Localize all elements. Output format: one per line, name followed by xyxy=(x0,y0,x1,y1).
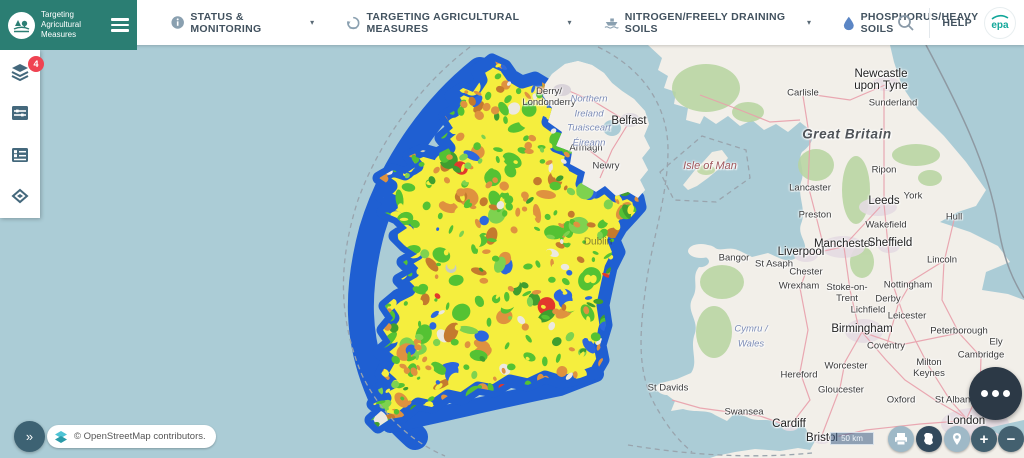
chevron-down-icon xyxy=(807,18,811,27)
double-chevron-right-icon: » xyxy=(25,429,34,444)
divider xyxy=(929,7,931,38)
sidebar-item-legend[interactable] xyxy=(8,143,32,167)
maritime-boundaries xyxy=(342,45,1024,457)
hamburger-menu-icon[interactable] xyxy=(111,18,129,32)
ireland-shape-icon xyxy=(924,433,933,445)
plus-icon: + xyxy=(979,430,989,448)
boat-icon xyxy=(604,18,619,29)
isle-of-man-hills xyxy=(697,165,715,175)
attribution-text: © OpenStreetMap contributors. xyxy=(74,431,206,442)
layers-icon xyxy=(11,64,29,82)
belfast-urban xyxy=(620,113,640,127)
nav-label: NITROGEN/FREELY DRAINING SOILS xyxy=(624,10,786,35)
header-right-group: HELP epa xyxy=(897,0,1024,45)
print-button[interactable] xyxy=(888,426,914,452)
more-options-button[interactable] xyxy=(969,367,1022,420)
map-scale-bar: 50 km xyxy=(830,432,874,445)
expand-attribution-button[interactable]: » xyxy=(14,421,45,452)
location-pin-icon xyxy=(953,433,961,445)
epa-logo-icon: epa xyxy=(991,14,1009,31)
map-canvas[interactable]: Derry/ Londonderry Belfast Armagh Newry Nort… xyxy=(0,45,1024,458)
nav-label: PHOSPHORUS/HEAVY SOILS xyxy=(860,10,979,35)
gb-forest-patches xyxy=(672,64,942,358)
lough-neagh xyxy=(603,120,621,136)
basemap-layers-icon xyxy=(55,430,67,443)
help-button[interactable]: HELP xyxy=(942,16,972,29)
gb-road-network xyxy=(671,84,982,441)
app-logo xyxy=(8,11,35,39)
attribution-pill[interactable]: © OpenStreetMap contributors. xyxy=(47,425,216,448)
nav-targeting-measures[interactable]: TARGETING AGRICULTURAL MEASURES xyxy=(330,0,587,45)
legend-icon xyxy=(12,147,28,162)
agriculture-logo-icon xyxy=(13,19,30,32)
cycle-icon xyxy=(347,16,360,29)
water-drop-icon xyxy=(843,16,854,30)
layers-count-badge: 4 xyxy=(28,56,44,72)
northern-ireland-cover xyxy=(543,61,650,198)
svg-text:epa: epa xyxy=(991,20,1009,31)
sidebar-item-filters[interactable] xyxy=(8,101,32,125)
sidebar-item-layers[interactable] xyxy=(8,60,32,84)
dot-icon xyxy=(1003,390,1010,397)
printer-icon xyxy=(895,433,907,446)
app-title: Targeting Agricultural Measures xyxy=(41,10,82,39)
ni-roads xyxy=(561,87,629,179)
epa-logo[interactable]: epa xyxy=(984,6,1016,39)
derry-urban xyxy=(553,84,571,96)
nav-status-monitoring[interactable]: STATUS & MONITORING xyxy=(155,0,330,45)
main-nav: STATUS & MONITORING TARGETING AGRICULTUR… xyxy=(155,0,1024,45)
nav-label: TARGETING AGRICULTURAL MEASURES xyxy=(366,10,520,35)
basemap-icon xyxy=(11,188,29,204)
minus-icon: − xyxy=(1006,430,1016,448)
locate-me-button[interactable] xyxy=(944,426,970,452)
scale-label: 50 km xyxy=(841,434,863,443)
sidebar-item-basemaps[interactable] xyxy=(8,184,32,208)
map-base-svg xyxy=(342,45,1024,458)
info-icon xyxy=(171,16,184,29)
nav-phosphorus-soils[interactable]: PHOSPHORUS/HEAVY SOILS xyxy=(827,0,1024,45)
search-icon[interactable] xyxy=(897,14,915,32)
map-tools-sidebar xyxy=(0,50,40,218)
nav-nitrogen-soils[interactable]: NITROGEN/FREELY DRAINING SOILS xyxy=(588,0,827,45)
brand-block: Targeting Agricultural Measures xyxy=(0,0,137,50)
zoom-out-button[interactable]: − xyxy=(998,426,1024,452)
nav-label: STATUS & MONITORING xyxy=(190,10,262,35)
zoom-to-ireland-button[interactable] xyxy=(916,426,942,452)
overlay-coastal-band-south xyxy=(382,366,604,433)
anglesey-island xyxy=(688,244,714,258)
zoom-in-button[interactable]: + xyxy=(971,426,997,452)
chevron-down-icon xyxy=(310,18,314,27)
dot-icon xyxy=(981,390,988,397)
chevron-down-icon xyxy=(568,18,572,27)
dot-icon xyxy=(992,390,999,397)
app-header: STATUS & MONITORING TARGETING AGRICULTUR… xyxy=(0,0,1024,45)
sliders-icon xyxy=(12,106,28,121)
